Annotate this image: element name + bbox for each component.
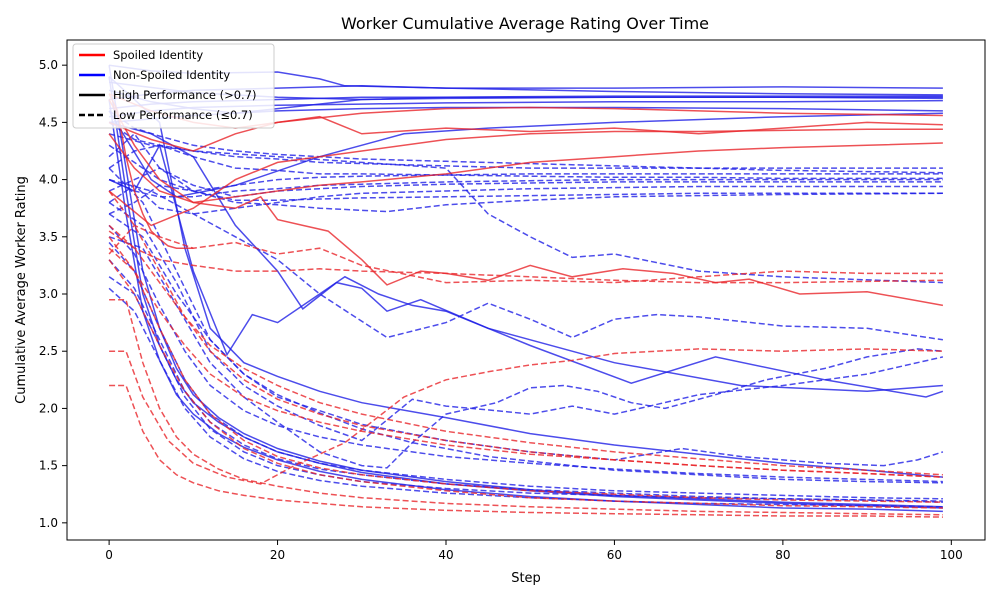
y-tick-label: 1.0 bbox=[39, 516, 58, 530]
spoiled-solid-series-line bbox=[108, 115, 943, 152]
x-tick-label: 100 bbox=[940, 548, 963, 562]
non-spoiled-dashed-series-line bbox=[108, 144, 943, 180]
non-spoiled-dashed-series-line bbox=[108, 184, 943, 215]
spoiled-solid-series-line bbox=[108, 93, 194, 249]
non-spoiled-dashed-series-line bbox=[108, 242, 943, 500]
x-axis-label: Step bbox=[511, 571, 541, 586]
y-tick-label: 2.5 bbox=[39, 344, 58, 358]
spoiled-dashed-series-line bbox=[108, 190, 943, 478]
non-spoiled-dashed-series-line bbox=[108, 178, 943, 198]
y-tick-label: 4.0 bbox=[39, 173, 58, 187]
y-tick-label: 3.0 bbox=[39, 287, 58, 301]
spoiled-dashed-series-line bbox=[109, 298, 943, 516]
x-tick-label: 60 bbox=[607, 548, 622, 562]
x-axis: 0 20 40 60 80 100 bbox=[105, 540, 963, 562]
spoiled-solid-series-line bbox=[108, 133, 943, 204]
non-spoiled-solid-series-line bbox=[108, 143, 944, 398]
non-spoiled-dashed-series-line bbox=[108, 178, 944, 341]
x-tick-label: 20 bbox=[270, 548, 285, 562]
y-tick-label: 3.5 bbox=[39, 230, 58, 244]
non-spoiled-dashed-series-line bbox=[108, 167, 943, 484]
legend-label: Low Performance (≤0.7) bbox=[113, 108, 253, 122]
spoiled-solid-series-line bbox=[108, 99, 944, 307]
y-tick-label: 2.0 bbox=[39, 401, 58, 415]
legend-label: High Performance (>0.7) bbox=[113, 88, 257, 102]
y-axis: 1.0 1.5 2.0 2.5 3.0 3.5 4.0 4.5 5.0 bbox=[39, 58, 67, 530]
non-spoiled-dashed-series-line bbox=[108, 144, 943, 192]
legend-box bbox=[72, 43, 275, 129]
non-spoiled-solid-series-line bbox=[108, 99, 943, 513]
y-axis-label: Cumulative Average Worker Rating bbox=[14, 176, 29, 404]
non-spoiled-solid-series-line bbox=[108, 76, 943, 478]
x-tick-label: 40 bbox=[438, 548, 453, 562]
spoiled-dashed-series-line bbox=[108, 224, 943, 284]
non-spoiled-dashed-series-line bbox=[108, 132, 943, 213]
plot-frame bbox=[66, 39, 986, 541]
chart-title: Worker Cumulative Average Rating Over Ti… bbox=[341, 14, 709, 33]
spoiled-solid-series-line bbox=[108, 128, 943, 227]
non-spoiled-solid-series-line bbox=[108, 110, 943, 198]
non-spoiled-dashed-series-line bbox=[108, 259, 943, 503]
non-spoiled-dashed-series-line bbox=[108, 167, 943, 198]
spoiled-dashed-series-line bbox=[108, 236, 943, 503]
non-spoiled-dashed-series-line bbox=[108, 121, 943, 169]
y-tick-label: 5.0 bbox=[39, 58, 58, 72]
spoiled-dashed-series-line bbox=[108, 259, 943, 509]
x-tick-label: 0 bbox=[105, 548, 113, 562]
spoiled-dashed-series-line bbox=[109, 384, 943, 518]
non-spoiled-dashed-series-line bbox=[108, 184, 943, 215]
legend-label: Non-Spoiled Identity bbox=[113, 68, 230, 82]
spoiled-dashed-series-line bbox=[108, 224, 943, 476]
legend-label: Spoiled Identity bbox=[113, 48, 203, 62]
non-spoiled-dashed-series-line bbox=[108, 287, 943, 508]
spoiled-dashed-series-line bbox=[108, 230, 943, 284]
spoiled-dashed-series-line bbox=[109, 348, 943, 485]
y-tick-label: 4.5 bbox=[39, 115, 58, 129]
non-spoiled-dashed-series-line bbox=[108, 236, 943, 469]
non-spoiled-solid-series-line bbox=[108, 121, 943, 393]
y-tick-label: 1.5 bbox=[39, 459, 58, 473]
x-tick-label: 80 bbox=[775, 548, 790, 562]
legend: Spoiled Identity Non-Spoiled Identity High… bbox=[72, 43, 275, 129]
non-spoiled-solid-series-line bbox=[108, 65, 943, 508]
